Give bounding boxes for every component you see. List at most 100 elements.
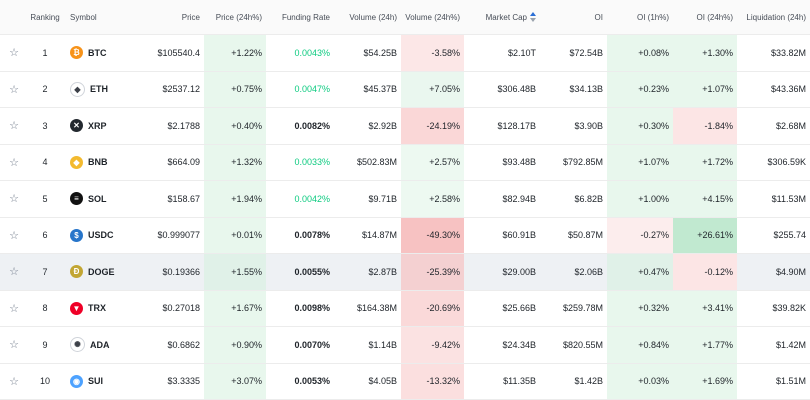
favorite-star[interactable]: ☆: [0, 108, 28, 144]
table-row[interactable]: ☆ 6 $ USDC $0.999077 +0.01% 0.0078% $14.87M -49.…: [0, 217, 810, 254]
symbol-text: SUI: [88, 376, 104, 387]
star-outline-icon[interactable]: ☆: [9, 302, 19, 315]
star-outline-icon[interactable]: ☆: [9, 156, 19, 169]
volume-cell: $2.87B: [368, 266, 397, 277]
volume-cell: $45.37B: [363, 84, 397, 95]
header-funding-rate[interactable]: Funding Rate: [281, 12, 330, 22]
header-oi-24h[interactable]: OI (24h%): [696, 12, 733, 22]
favorite-star[interactable]: ☆: [0, 35, 28, 71]
oi-1h-cell: +1.07%: [607, 144, 673, 180]
oi-cell: $792.85M: [562, 157, 603, 168]
liquidation-cell: $2.68M: [775, 120, 806, 131]
table-row[interactable]: ☆ 8 ▼ TRX $0.27018 +1.67% 0.0098% $164.38M -20.6…: [0, 290, 810, 327]
star-outline-icon[interactable]: ☆: [9, 375, 19, 388]
oi-1h-cell: -0.27%: [607, 217, 673, 253]
symbol-cell[interactable]: ◆ ETH: [62, 72, 146, 108]
oi-24h-cell: +1.69%: [673, 363, 737, 399]
price-cell: $105540.4: [157, 47, 200, 58]
symbol-text: DOGE: [88, 266, 115, 277]
volume-change-cell: -20.69%: [401, 290, 464, 326]
liquidation-cell: $33.82M: [770, 47, 806, 58]
symbol-text: USDC: [88, 230, 114, 241]
table-row[interactable]: ☆ 7 Ð DOGE $0.19366 +1.55% 0.0055% $2.87B -25.39…: [0, 254, 810, 291]
table-row[interactable]: ☆ 5 ≡ SOL $158.67 +1.94% 0.0042% $9.71B +2.58% $8…: [0, 181, 810, 218]
market-cap-cell: $306.48B: [497, 84, 536, 95]
favorite-star[interactable]: ☆: [0, 181, 28, 217]
funding-rate-cell: 0.0082%: [294, 120, 330, 131]
market-cap-cell: $82.94B: [502, 193, 536, 204]
symbol-cell[interactable]: $ USDC: [62, 218, 146, 254]
favorite-star[interactable]: ☆: [0, 327, 28, 363]
header-liquidation[interactable]: Liquidation (24h): [746, 12, 806, 22]
favorite-star[interactable]: ☆: [0, 72, 28, 108]
header-volume[interactable]: Volume (24h): [349, 12, 397, 22]
symbol-text: BTC: [88, 47, 107, 58]
symbol-cell[interactable]: ✕ XRP: [62, 108, 146, 144]
favorite-star[interactable]: ☆: [0, 254, 28, 290]
symbol-cell[interactable]: ◆ BNB: [62, 145, 146, 181]
star-outline-icon[interactable]: ☆: [9, 229, 19, 242]
favorite-star[interactable]: ☆: [0, 218, 28, 254]
oi-1h-cell: +0.23%: [607, 71, 673, 107]
sui-icon: ◉: [70, 374, 83, 388]
funding-rate-cell: 0.0043%: [294, 47, 330, 58]
header-ranking[interactable]: Ranking: [30, 12, 60, 22]
symbol-cell[interactable]: ₿ BTC: [62, 35, 146, 71]
favorite-star[interactable]: ☆: [0, 364, 28, 400]
header-volume-change[interactable]: Volume (24h%): [405, 12, 460, 22]
symbol-cell[interactable]: Ð DOGE: [62, 254, 146, 290]
table-row[interactable]: ☆ 3 ✕ XRP $2.1788 +0.40% 0.0082% $2.92B -24.19% $…: [0, 108, 810, 145]
oi-cell: $34.13B: [569, 84, 603, 95]
favorite-star[interactable]: ☆: [0, 145, 28, 181]
symbol-text: TRX: [88, 303, 106, 314]
oi-1h-cell: +0.08%: [607, 35, 673, 71]
oi-24h-cell: +3.41%: [673, 290, 737, 326]
star-outline-icon[interactable]: ☆: [9, 47, 19, 60]
doge-icon: Ð: [70, 265, 83, 279]
oi-cell: $1.42B: [574, 376, 603, 387]
funding-rate-cell: 0.0070%: [294, 339, 330, 350]
star-outline-icon[interactable]: ☆: [9, 193, 19, 206]
oi-24h-cell: +1.07%: [673, 71, 737, 107]
volume-cell: $1.14B: [368, 339, 397, 350]
symbol-text: BNB: [88, 157, 108, 168]
oi-24h-cell: +1.72%: [673, 144, 737, 180]
header-symbol[interactable]: Symbol: [70, 12, 97, 22]
table-row[interactable]: ☆ 10 ◉ SUI $3.3335 +3.07% 0.0053% $4.05B -13.32%…: [0, 363, 810, 400]
star-outline-icon[interactable]: ☆: [9, 83, 19, 96]
symbol-cell[interactable]: ✺ ADA: [62, 327, 146, 363]
rank-cell: 8: [42, 303, 48, 314]
funding-rate-cell: 0.0098%: [294, 303, 330, 314]
bnb-icon: ◆: [70, 155, 83, 169]
trx-icon: ▼: [70, 301, 83, 315]
volume-change-cell: -25.39%: [401, 254, 464, 290]
symbol-cell[interactable]: ≡ SOL: [62, 181, 146, 217]
oi-cell: $820.55M: [562, 339, 603, 350]
header-market-cap[interactable]: Market Cap: [464, 0, 540, 34]
sort-arrows-icon[interactable]: [530, 12, 536, 22]
header-price-change[interactable]: Price (24h%): [215, 12, 262, 22]
star-outline-icon[interactable]: ☆: [9, 339, 19, 352]
favorite-star[interactable]: ☆: [0, 291, 28, 327]
header-market-cap-label: Market Cap: [485, 12, 527, 22]
symbol-cell[interactable]: ▼ TRX: [62, 291, 146, 327]
table-row[interactable]: ☆ 4 ◆ BNB $664.09 +1.32% 0.0033% $502.83M +2.57%…: [0, 144, 810, 181]
symbol-cell[interactable]: ◉ SUI: [62, 364, 146, 400]
volume-change-cell: -3.58%: [401, 35, 464, 71]
table-header: Ranking Symbol Price Price (24h%) Fundin…: [0, 0, 810, 35]
star-outline-icon[interactable]: ☆: [9, 120, 19, 133]
funding-rate-cell: 0.0033%: [294, 157, 330, 168]
star-outline-icon[interactable]: ☆: [9, 266, 19, 279]
liquidation-cell: $1.51M: [775, 376, 806, 387]
liquidation-cell: $306.59K: [767, 157, 806, 168]
market-cap-cell: $11.35B: [503, 376, 536, 387]
header-oi-1h[interactable]: OI (1h%): [636, 12, 669, 22]
oi-1h-cell: +0.47%: [607, 254, 673, 290]
volume-cell: $2.92B: [368, 120, 397, 131]
header-oi[interactable]: OI: [594, 12, 603, 22]
table-row[interactable]: ☆ 1 ₿ BTC $105540.4 +1.22% 0.0043% $54.25B -3.58…: [0, 35, 810, 72]
liquidation-cell: $4.90M: [775, 266, 806, 277]
header-price[interactable]: Price: [181, 12, 200, 22]
table-row[interactable]: ☆ 9 ✺ ADA $0.6862 +0.90% 0.0070% $1.14B -9.42% $2…: [0, 327, 810, 364]
table-row[interactable]: ☆ 2 ◆ ETH $2537.12 +0.75% 0.0047% $45.37B +7.05%…: [0, 71, 810, 108]
